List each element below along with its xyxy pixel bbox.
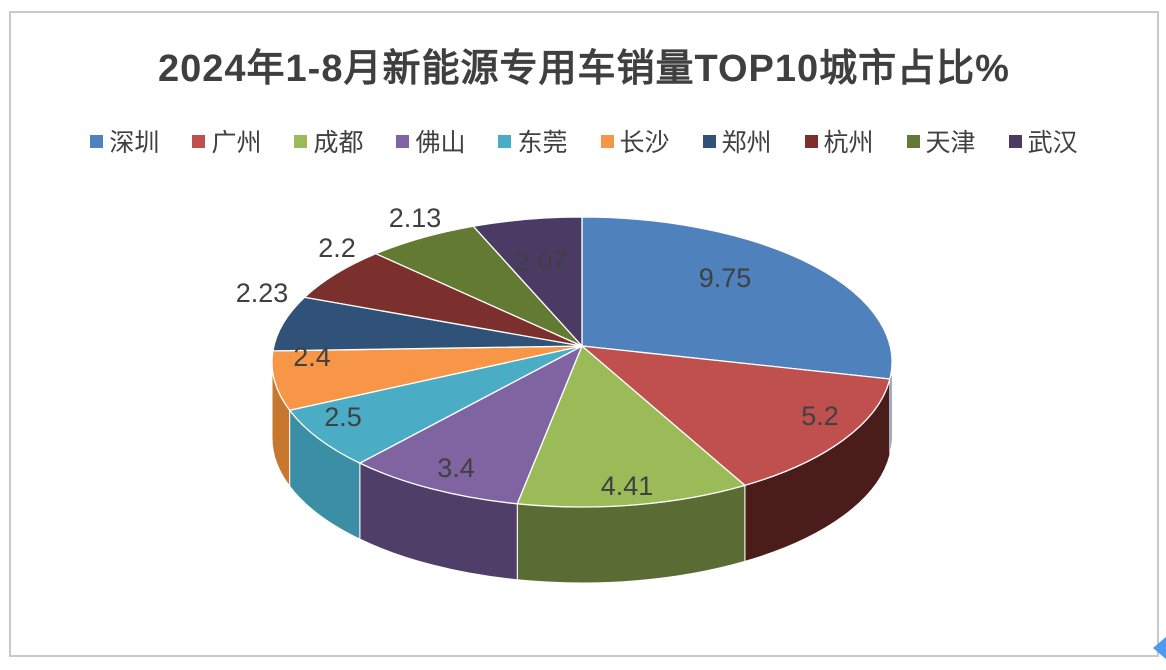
data-label-郑州: 2.23 <box>236 278 289 308</box>
legend-label: 东莞 <box>517 129 568 157</box>
legend-swatch-icon <box>600 134 614 148</box>
chart-title: 2024年1-8月新能源专用车销量TOP10城市占比% <box>158 48 1010 90</box>
pie-slice-成都[interactable] <box>516 345 746 508</box>
legend-label: 佛山 <box>415 129 466 157</box>
data-label-东莞: 2.5 <box>324 402 362 432</box>
legend-label: 深圳 <box>109 129 160 157</box>
legend-swatch-icon <box>702 134 716 148</box>
data-label-佛山: 3.4 <box>437 453 475 483</box>
data-label-长沙: 2.4 <box>293 342 331 372</box>
pie-slice-长沙[interactable] <box>271 345 583 411</box>
legend-label: 武汉 <box>1027 129 1078 157</box>
legend-label: 郑州 <box>721 129 772 157</box>
data-label-武汉: 2.07 <box>515 246 568 276</box>
legend-item-东莞[interactable]: 东莞 <box>498 123 568 159</box>
legend-item-广州[interactable]: 广州 <box>192 123 261 159</box>
legend-label: 杭州 <box>823 129 874 157</box>
legend-item-深圳[interactable]: 深圳 <box>90 123 159 159</box>
legend-item-武汉[interactable]: 武汉 <box>1008 123 1078 159</box>
legend-label: 成都 <box>313 129 364 157</box>
legend-swatch-icon <box>498 134 512 148</box>
legend-item-佛山[interactable]: 佛山 <box>396 123 465 159</box>
legend-swatch-icon <box>90 134 104 148</box>
data-label-成都: 4.41 <box>601 471 654 501</box>
legend-item-长沙[interactable]: 长沙 <box>600 123 670 159</box>
pie-slice-杭州[interactable] <box>303 253 583 347</box>
pie-slice-郑州[interactable] <box>272 296 583 352</box>
data-label-杭州: 2.2 <box>318 233 356 263</box>
pie-slice-广州[interactable] <box>581 345 891 487</box>
data-label-深圳: 9.75 <box>699 263 752 293</box>
legend-item-杭州[interactable]: 杭州 <box>804 123 874 159</box>
legend-swatch-icon <box>1008 134 1022 148</box>
legend-swatch-icon <box>396 134 410 148</box>
legend-swatch-icon <box>804 134 818 148</box>
legend-label: 天津 <box>925 129 976 157</box>
prev-arrow-icon[interactable] <box>1153 636 1166 660</box>
legend-item-天津[interactable]: 天津 <box>906 123 976 159</box>
legend-item-成都[interactable]: 成都 <box>294 123 363 159</box>
legend-swatch-icon <box>906 134 920 148</box>
pie-slice-佛山[interactable] <box>359 345 583 505</box>
legend-item-郑州[interactable]: 郑州 <box>702 123 772 159</box>
pie-slice-武汉[interactable] <box>472 216 583 347</box>
pie-slice-东莞[interactable] <box>288 345 583 464</box>
pie-slice-深圳[interactable] <box>581 216 893 380</box>
chart-legend: 深圳 广州 成都 佛山 东莞 长沙 郑州 杭州 天津 武汉 <box>11 123 1157 159</box>
legend-label: 长沙 <box>619 129 670 157</box>
legend-label: 广州 <box>211 129 262 157</box>
data-label-广州: 5.2 <box>801 401 839 431</box>
legend-swatch-icon <box>294 134 308 148</box>
data-label-天津: 2.13 <box>389 203 442 233</box>
legend-swatch-icon <box>192 134 206 148</box>
